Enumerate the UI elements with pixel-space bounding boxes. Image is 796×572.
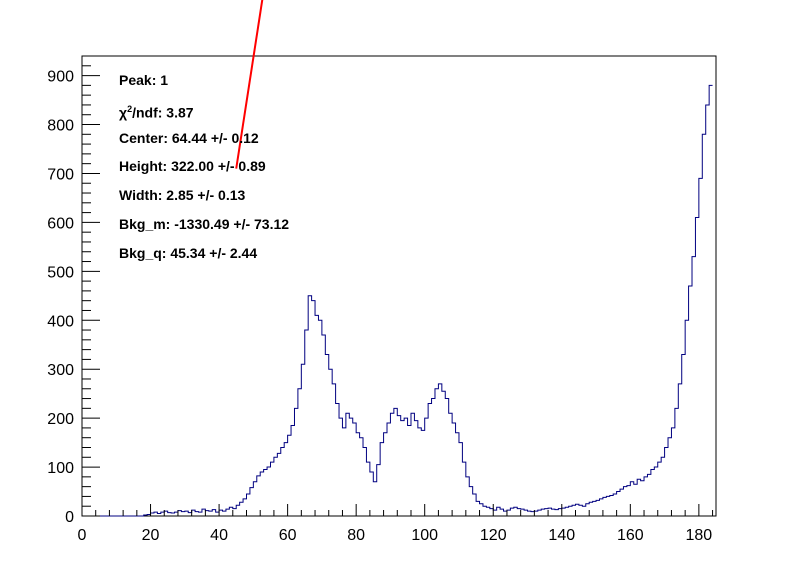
y-tick-label: 300 xyxy=(47,362,74,379)
stat-chi2: χ2/ndf: 3.87 xyxy=(119,99,289,128)
chi-superscript: 2 xyxy=(127,103,133,114)
stat-height: Height: 322.00 +/- 0.89 xyxy=(119,158,266,175)
fit-series xyxy=(235,0,264,169)
x-tick-label: 0 xyxy=(78,527,87,544)
y-tick-label: 900 xyxy=(47,69,74,86)
y-tick-label: 400 xyxy=(47,313,74,330)
y-tick-label: 100 xyxy=(47,460,74,477)
histogram-series xyxy=(82,84,713,517)
x-tick-label: 160 xyxy=(617,527,644,544)
x-tick-label: 120 xyxy=(480,527,507,544)
stat-center: Center: 64.44 +/- 0.12 xyxy=(119,129,259,146)
x-tick-label: 60 xyxy=(279,527,297,544)
chi-value: /ndf: 3.87 xyxy=(132,104,194,121)
x-tick-label: 80 xyxy=(347,527,365,544)
plot-frame xyxy=(81,55,717,517)
axes: 0 20 40 60 80 100 120 140 160 180 0 100 200 300 400 500… xyxy=(47,55,714,544)
x-tick-label: 140 xyxy=(548,527,575,544)
y-tick-label: 200 xyxy=(47,411,74,428)
y-tick-label: 500 xyxy=(47,264,74,281)
x-tick-label: 100 xyxy=(411,527,438,544)
y-tick-label: 0 xyxy=(65,509,74,526)
y-tick-label: 800 xyxy=(47,118,74,135)
x-tick-label: 40 xyxy=(210,527,228,544)
histogram-line xyxy=(82,84,713,517)
stat-width: Width: 2.85 +/- 0.13 xyxy=(119,187,246,204)
stat-peak: Peak: 1 xyxy=(119,72,169,88)
stat-bkg-m: Bkg_m: -1330.49 +/- 73.12 xyxy=(119,215,290,232)
x-tick-label: 20 xyxy=(142,527,160,544)
stat-bkg-q: Bkg_q: 45.34 +/- 2.44 xyxy=(119,244,258,261)
chi-symbol: χ xyxy=(119,104,128,121)
y-tick-label: 600 xyxy=(47,215,74,232)
y-tick-label: 700 xyxy=(47,166,74,183)
x-tick-label: 180 xyxy=(686,527,713,544)
fit-curve xyxy=(235,0,264,169)
fit-stats-box: Peak: 1 χ2/ndf: 3.87 Center: 64.44 +/- 0… xyxy=(119,70,289,272)
